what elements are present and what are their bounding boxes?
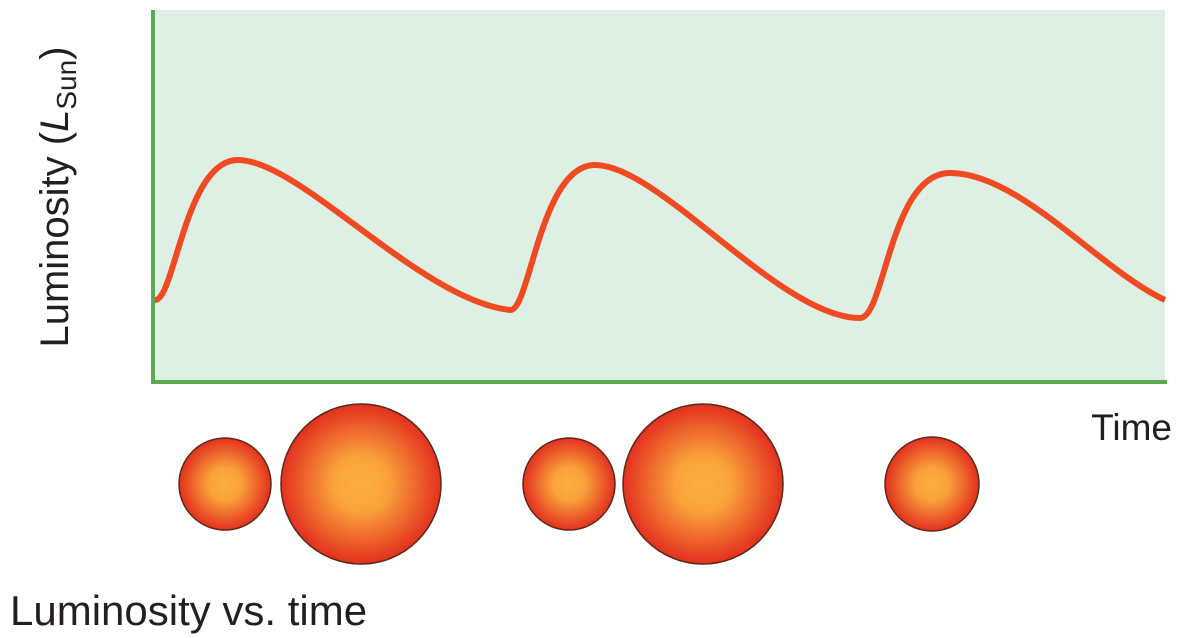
- star-small: [522, 437, 616, 531]
- y-label-text: Luminosity (: [33, 131, 77, 347]
- y-label-symbol: L: [33, 110, 77, 132]
- x-axis-label: Time: [1091, 407, 1172, 448]
- caption: Luminosity vs. time: [10, 587, 367, 634]
- star-small: [884, 436, 980, 532]
- light-curve: [153, 156, 1167, 322]
- y-label-subscript: Sun: [51, 60, 82, 110]
- star-large: [280, 403, 442, 565]
- y-label-suffix: ): [33, 46, 77, 59]
- star-small: [178, 437, 272, 531]
- y-axis-label: Luminosity (LSun): [33, 46, 82, 347]
- star-sizes: [178, 403, 980, 565]
- star-large: [622, 403, 784, 565]
